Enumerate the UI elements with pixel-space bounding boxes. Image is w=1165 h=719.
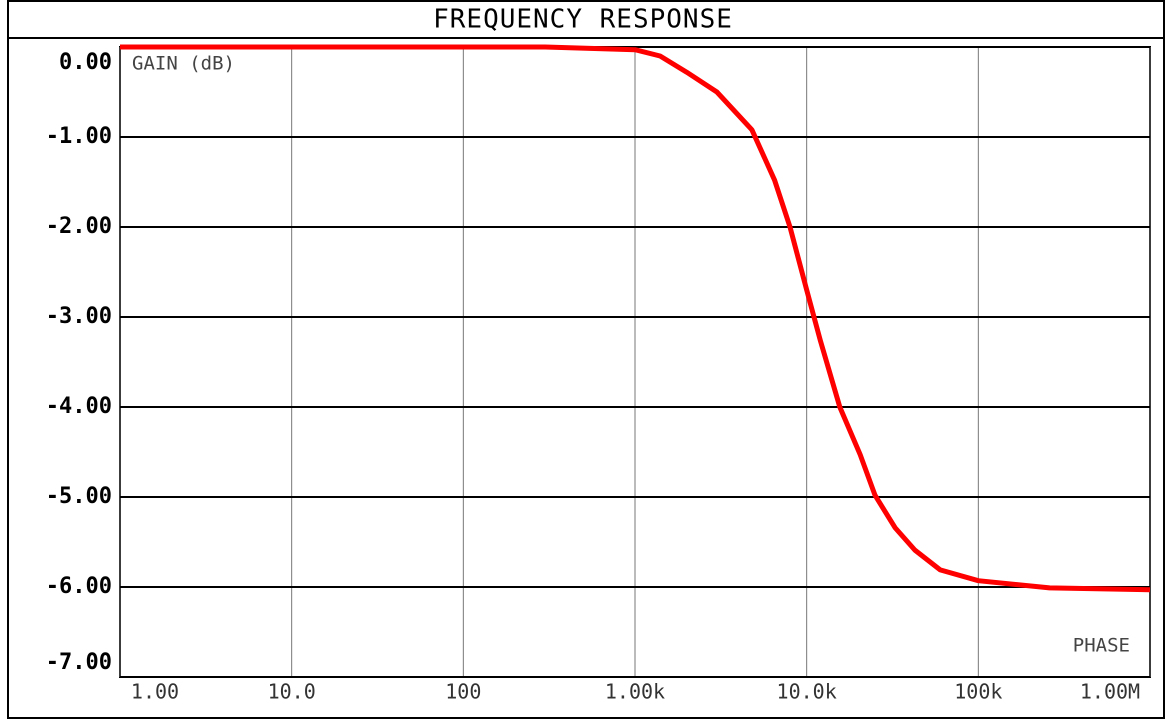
y-tick-label: 0.00 <box>59 50 112 75</box>
y-tick-label: -5.00 <box>46 484 112 509</box>
x-tick-label: 10.0 <box>268 680 316 704</box>
chart-title: FREQUENCY RESPONSE <box>433 5 733 35</box>
annotation: PHASE <box>1073 635 1130 657</box>
x-tick-label: 100 <box>445 680 481 704</box>
gain-curve <box>120 44 1151 593</box>
x-tick-label: 1.00 <box>131 680 179 704</box>
x-tick-label: 10.0k <box>777 680 837 704</box>
y-axis-label: GAIN (dB) <box>132 53 235 75</box>
y-tick-label: -1.00 <box>46 124 112 149</box>
y-tick-label: -3.00 <box>46 304 112 329</box>
x-tick-label: 100k <box>954 680 1002 704</box>
frame <box>7 0 1165 719</box>
y-tick-label: -7.00 <box>46 650 112 675</box>
x-tick-label: 1.00k <box>605 680 665 704</box>
y-tick-label: -6.00 <box>46 574 112 599</box>
y-tick-label: -4.00 <box>46 394 112 419</box>
y-tick-label: -2.00 <box>46 214 112 239</box>
x-tick-label: 1.00M <box>1080 680 1140 704</box>
